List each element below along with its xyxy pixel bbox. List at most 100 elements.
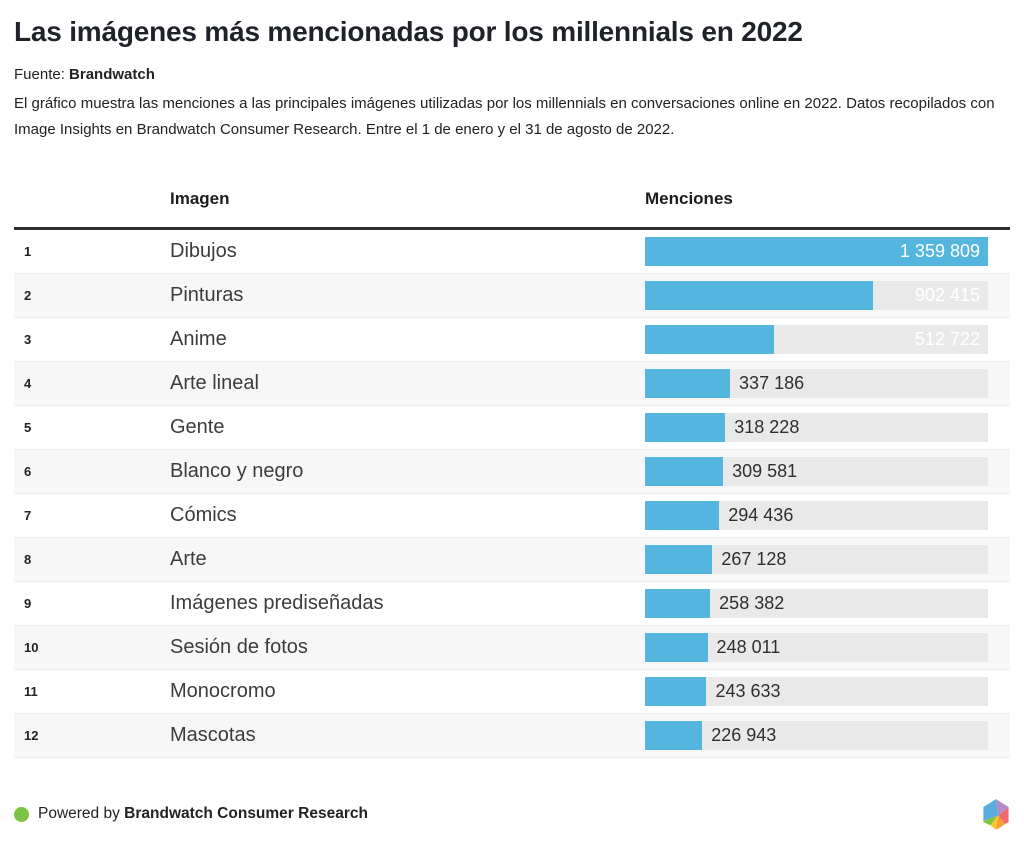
row-bar-cell: 512 722 [645,325,1010,354]
ranking-table: Imagen Menciones 1 Dibujos 1 359 809 2 Pintu… [14,189,1010,758]
table-row: 8 Arte 267 128 [14,538,1010,582]
bar-fill [645,677,707,706]
row-rank: 9 [24,596,32,611]
row-rank: 3 [24,332,32,347]
row-bar-cell: 226 943 [645,721,1010,750]
bar-value-label: 902 415 [914,285,980,305]
column-header-menciones: Menciones [645,189,733,208]
row-rank: 4 [24,376,32,391]
table-row: 11 Monocromo 243 633 [14,670,1010,714]
row-bar-cell: 267 128 [645,545,1010,574]
table-row: 12 Mascotas 226 943 [14,714,1010,758]
bar-value-label: 318 228 [734,417,800,437]
bar-fill [645,369,731,398]
row-image-label: Arte lineal [170,372,259,394]
table-row: 5 Gente 318 228 [14,406,1010,450]
bar-track: 318 228 [645,413,988,442]
row-bar-cell: 248 011 [645,633,1010,662]
row-rank: 7 [24,508,32,523]
bar-fill [645,457,724,486]
column-header-imagen: Imagen [170,189,230,208]
bar-track: 248 011 [645,633,988,662]
bar-track: 337 186 [645,369,988,398]
row-image-label: Mascotas [170,724,256,746]
footer: Powered by Brandwatch Consumer Research [14,796,1010,832]
row-bar-cell: 243 633 [645,677,1010,706]
row-bar-cell: 337 186 [645,369,1010,398]
row-image-label: Monocromo [170,680,276,702]
table-body: 1 Dibujos 1 359 809 2 Pinturas 902 415 3 Anime 5… [14,230,1010,758]
powered-by-text: Powered by Brandwatch Consumer Research [38,805,368,823]
bar-value-label: 1 359 809 [899,241,980,261]
row-bar-cell: 294 436 [645,501,1010,530]
row-image-label: Sesión de fotos [170,636,308,658]
bar-fill [645,237,988,266]
row-image-label: Gente [170,416,225,438]
table-row: 7 Cómics 294 436 [14,494,1010,538]
bar-value-label: 309 581 [732,461,798,481]
table-header-row: Imagen Menciones [14,189,1010,230]
row-bar-cell: 902 415 [645,281,1010,310]
row-bar-cell: 1 359 809 [645,237,1010,266]
table-row: 6 Blanco y negro 309 581 [14,450,1010,494]
bar-fill [645,545,713,574]
table-row: 9 Imágenes prediseñadas 258 382 [14,582,1010,626]
bar-fill [645,721,703,750]
row-rank: 10 [24,640,39,655]
row-bar-cell: 318 228 [645,413,1010,442]
row-image-label: Imágenes prediseñadas [170,592,384,614]
row-image-label: Blanco y negro [170,460,304,482]
bar-fill [645,633,708,662]
source-name: Brandwatch [69,66,155,83]
green-dot-icon [14,806,29,822]
bar-value-label: 294 436 [728,505,794,525]
source-label: Fuente: [14,66,65,83]
bar-fill [645,281,873,310]
bar-track: 294 436 [645,501,988,530]
bar-track: 902 415 [645,281,988,310]
row-rank: 1 [24,244,32,259]
table-row: 4 Arte lineal 337 186 [14,362,1010,406]
row-image-label: Cómics [170,504,237,526]
bar-track: 267 128 [645,545,988,574]
bar-track: 243 633 [645,677,988,706]
powered-by-prefix: Powered by [38,805,120,822]
row-image-label: Dibujos [170,240,237,262]
bar-track: 1 359 809 [645,237,988,266]
bar-value-label: 226 943 [711,725,777,745]
row-rank: 11 [24,684,38,699]
row-rank: 8 [24,552,32,567]
powered-by-brand: Brandwatch Consumer Research [124,805,368,822]
row-bar-cell: 258 382 [645,589,1010,618]
page-title: Las imágenes más mencionadas por los mil… [14,16,803,47]
bar-track: 512 722 [645,325,988,354]
infographic-page: Las imágenes más mencionadas por los mil… [0,16,1024,832]
bar-value-label: 337 186 [739,373,805,393]
bar-value-label: 248 011 [716,637,781,657]
row-rank: 6 [24,464,32,479]
row-rank: 2 [24,288,32,303]
bar-value-label: 243 633 [715,681,781,701]
row-rank: 12 [24,728,39,743]
table-row: 3 Anime 512 722 [14,318,1010,362]
source-line: Fuente: Brandwatch [14,66,1010,83]
table-row: 2 Pinturas 902 415 [14,274,1010,318]
bar-track: 309 581 [645,457,988,486]
bar-value-label: 258 382 [719,593,785,613]
row-image-label: Anime [170,328,227,350]
table-row: 1 Dibujos 1 359 809 [14,230,1010,274]
chart-description: El gráfico muestra las menciones a las p… [14,95,995,138]
table-row: 10 Sesión de fotos 248 011 [14,626,1010,670]
bar-fill [645,501,720,530]
bar-fill [645,589,711,618]
row-rank: 5 [24,420,32,435]
bar-value-label: 267 128 [721,549,787,569]
bar-track: 258 382 [645,589,988,618]
row-image-label: Pinturas [170,284,244,306]
bar-value-label: 512 722 [914,329,980,349]
hexagon-logo-icon [983,798,1009,830]
bar-fill [645,413,726,442]
row-image-label: Arte [170,548,207,570]
bar-fill [645,325,775,354]
bar-track: 226 943 [645,721,988,750]
